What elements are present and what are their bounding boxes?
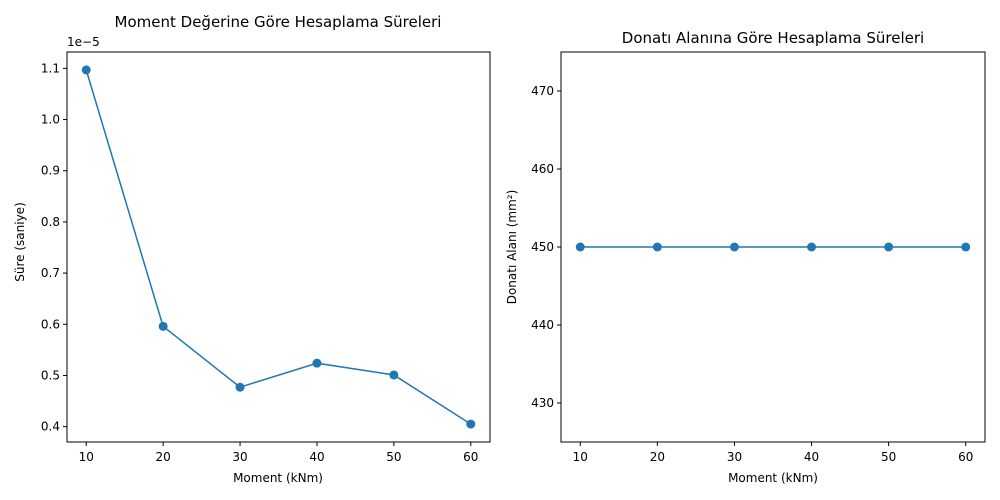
x-tick-label: 20 bbox=[155, 450, 170, 464]
data-point bbox=[652, 242, 662, 252]
x-tick-label: 10 bbox=[573, 450, 588, 464]
x-tick-label: 20 bbox=[650, 450, 665, 464]
plot-frame bbox=[66, 51, 491, 443]
data-point bbox=[575, 242, 585, 252]
x-tick-label: 50 bbox=[386, 450, 401, 464]
x-tick-label: 10 bbox=[79, 450, 94, 464]
data-point bbox=[312, 358, 322, 368]
y-tick-label: 0.5 bbox=[41, 368, 60, 382]
y-tick-label: 430 bbox=[531, 396, 554, 410]
y-tick-label: 0.8 bbox=[41, 215, 60, 229]
y-tick-label: 450 bbox=[531, 240, 554, 254]
data-point bbox=[235, 382, 245, 392]
chart-title: Moment Değerine Göre Hesaplama Süreleri bbox=[115, 13, 442, 31]
plot-marks: 10 20 30 40 50 60 430 440 450 460 470 bbox=[531, 84, 973, 464]
x-axis-label: Moment (kNm) bbox=[728, 471, 818, 485]
x-tick-label: 40 bbox=[804, 450, 819, 464]
y-tick-label: 0.9 bbox=[41, 164, 60, 178]
data-point bbox=[81, 65, 91, 75]
data-point bbox=[389, 370, 399, 380]
data-point bbox=[158, 321, 168, 331]
x-tick-label: 40 bbox=[309, 450, 324, 464]
y-offset-text: 1e−5 bbox=[67, 35, 100, 49]
chart-moment-vs-time: Moment Değerine Göre Hesaplama Süreleri … bbox=[13, 13, 491, 485]
data-point bbox=[807, 242, 817, 252]
x-tick-label: 50 bbox=[881, 450, 896, 464]
y-tick-label: 1.1 bbox=[41, 61, 60, 75]
data-point bbox=[729, 242, 739, 252]
y-tick-label: 470 bbox=[531, 84, 554, 98]
x-tick-label: 30 bbox=[232, 450, 247, 464]
x-tick-label: 60 bbox=[958, 450, 973, 464]
plot-marks: 10 20 30 40 50 60 0.4 0.5 0.6 0.7 0.8 0.9 1.0 1.1 bbox=[41, 61, 479, 464]
y-axis-label: Donatı Alanı (mm²) bbox=[505, 190, 519, 305]
x-tick-label: 30 bbox=[727, 450, 742, 464]
data-point bbox=[961, 242, 971, 252]
y-tick-label: 0.6 bbox=[41, 317, 60, 331]
x-axis-label: Moment (kNm) bbox=[233, 471, 323, 485]
series-line bbox=[85, 69, 472, 425]
data-point bbox=[884, 242, 894, 252]
y-tick-label: 460 bbox=[531, 162, 554, 176]
y-tick-label: 1.0 bbox=[41, 113, 60, 127]
y-tick-label: 440 bbox=[531, 318, 554, 332]
data-point bbox=[466, 419, 476, 429]
y-tick-label: 0.4 bbox=[41, 420, 60, 434]
y-tick-label: 0.7 bbox=[41, 266, 60, 280]
plot-frame bbox=[560, 51, 986, 443]
chart-rebar-area: Donatı Alanına Göre Hesaplama Süreleri D… bbox=[505, 29, 986, 485]
chart-title: Donatı Alanına Göre Hesaplama Süreleri bbox=[622, 29, 924, 47]
x-tick-label: 60 bbox=[463, 450, 478, 464]
y-axis-label: Süre (saniye) bbox=[13, 202, 27, 281]
